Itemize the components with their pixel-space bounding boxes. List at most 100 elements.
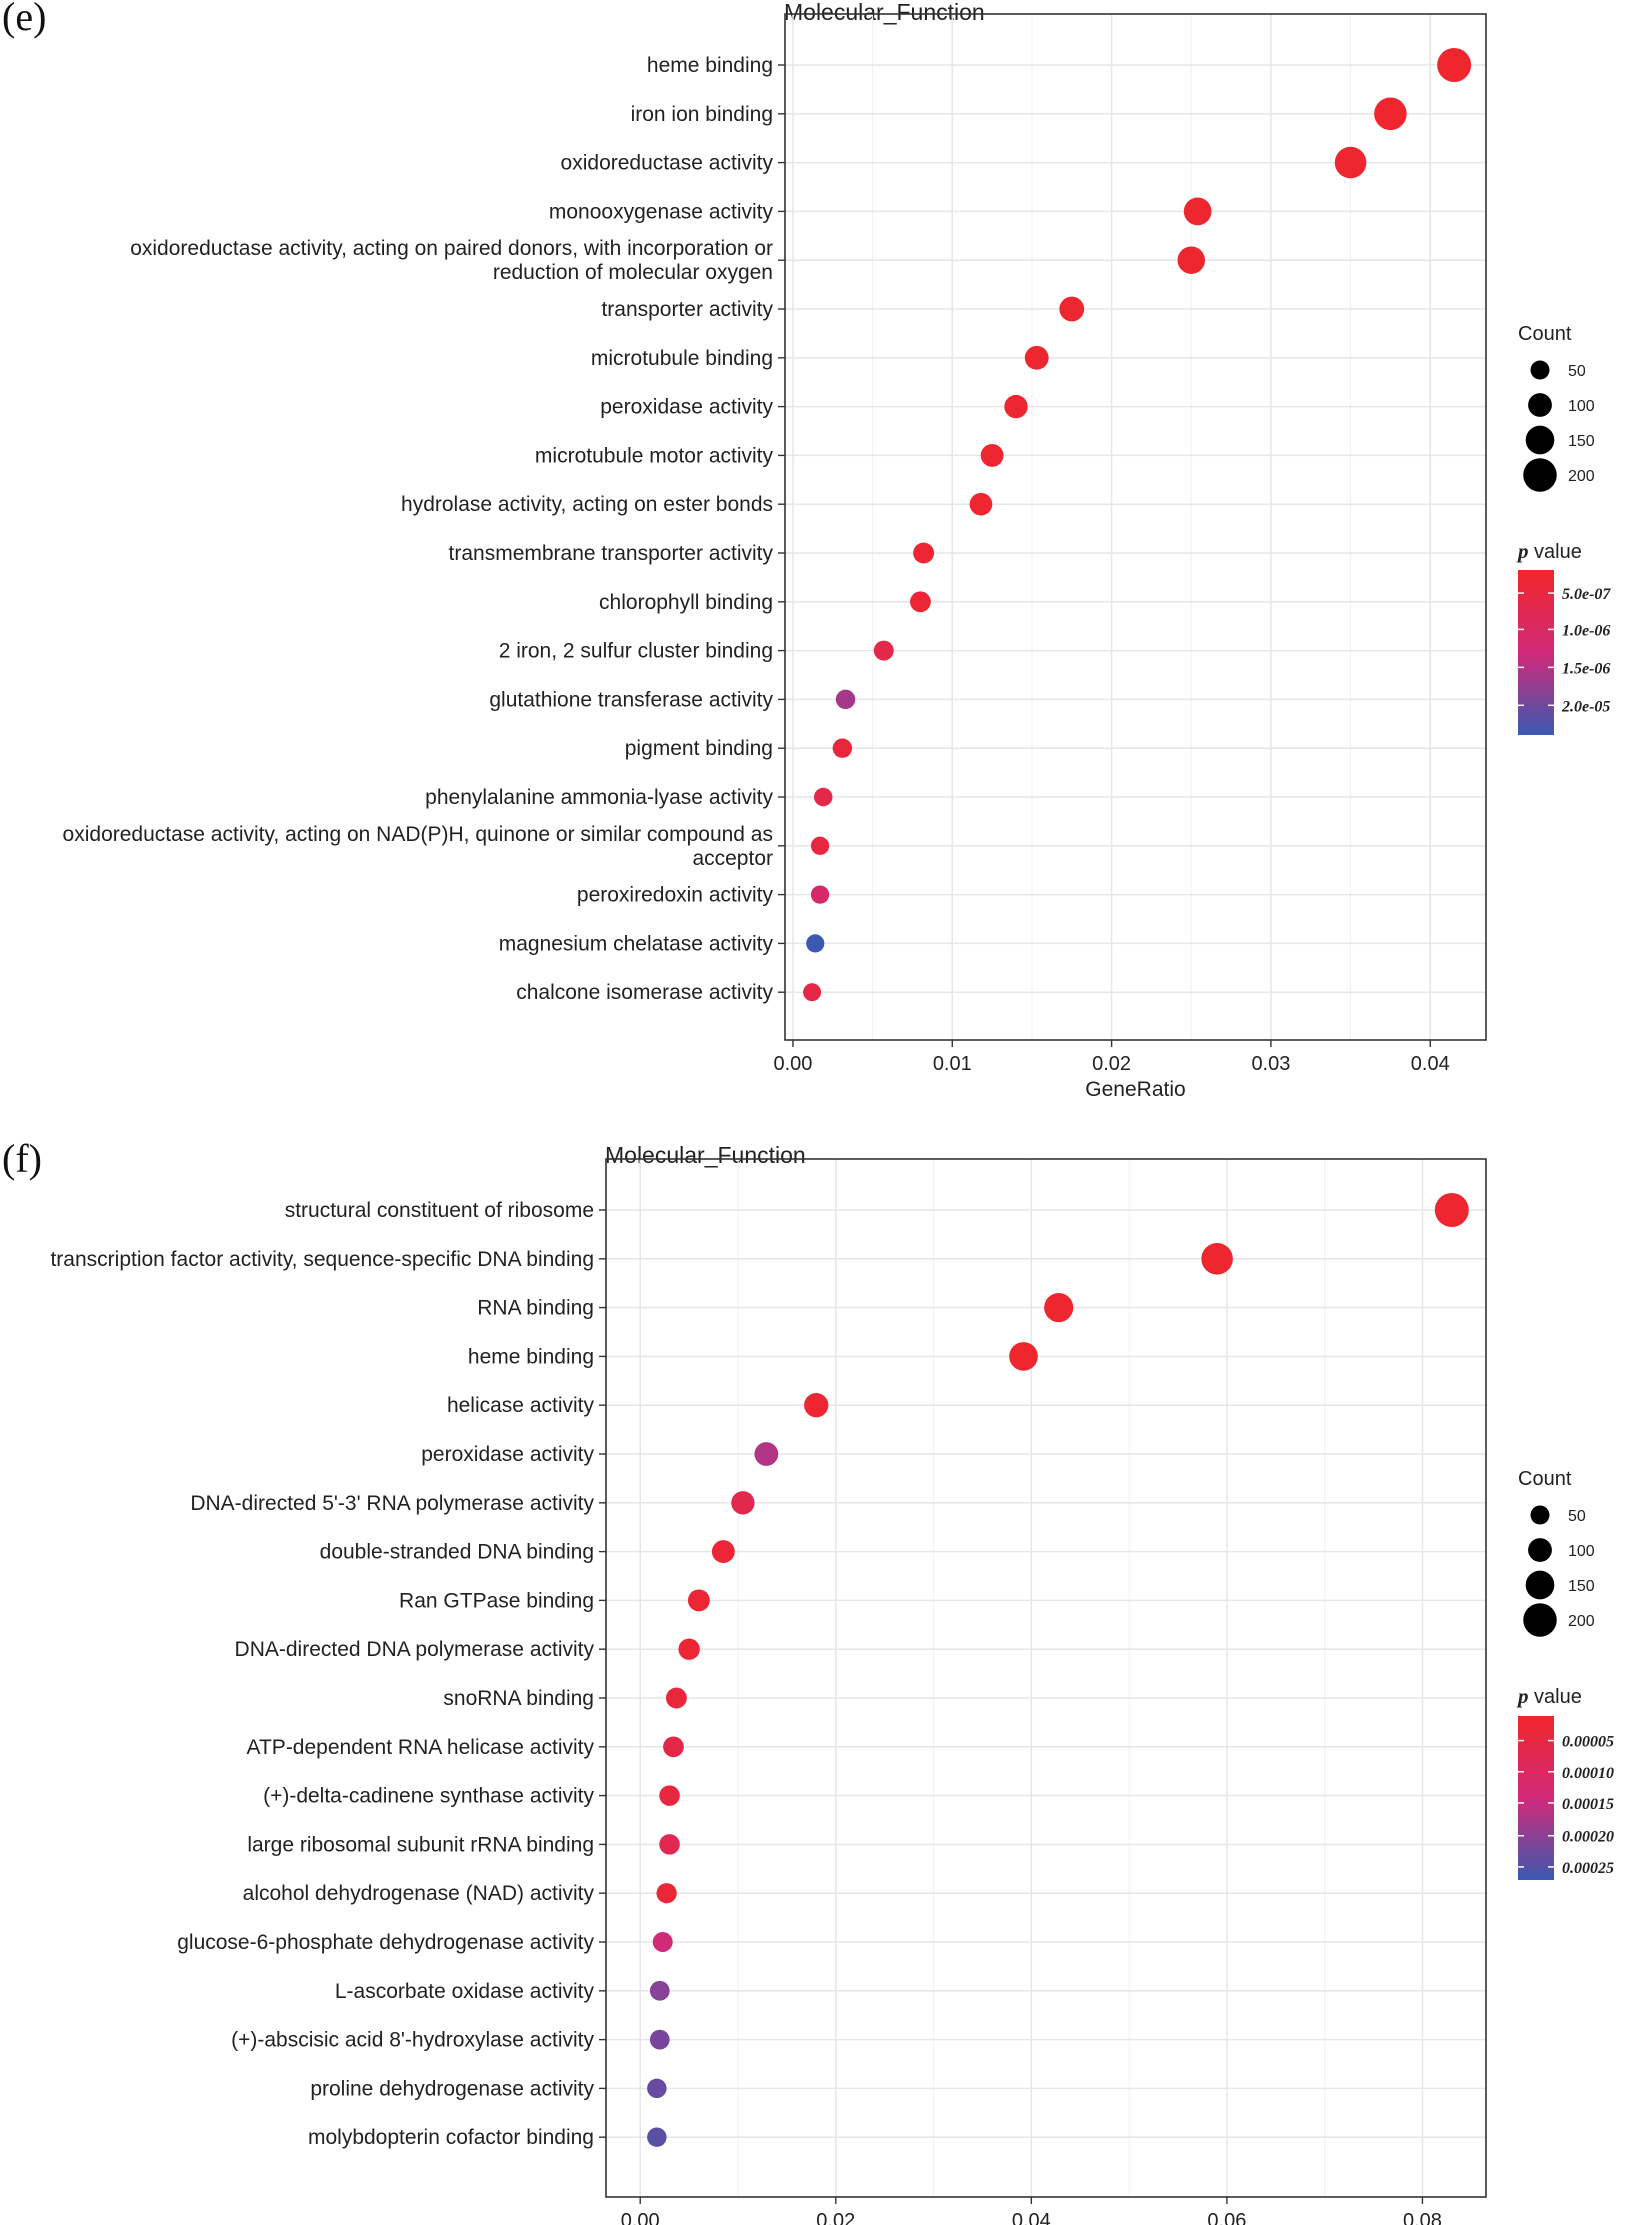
data-point	[835, 689, 856, 710]
data-point	[665, 1687, 687, 1709]
category-label: oxidoreductase activity, acting on NAD(P…	[63, 823, 773, 870]
data-point	[1437, 48, 1472, 82]
data-point	[1009, 1342, 1038, 1371]
data-point	[832, 738, 853, 758]
x-tick-label: 0.00	[773, 1053, 812, 1075]
count-legend-label: 150	[1568, 433, 1595, 450]
data-point	[803, 983, 822, 1002]
count-legend-dot	[1523, 458, 1557, 492]
plot-frame	[784, 13, 1487, 1041]
category-label: proline dehydrogenase activity	[310, 2077, 594, 2100]
data-point	[649, 2029, 670, 2050]
category-label: transcription factor activity, sequence-…	[50, 1248, 594, 1271]
x-axis-title: GeneRatio	[1085, 1078, 1185, 1101]
data-point	[1334, 146, 1367, 179]
category-label: Ran GTPase binding	[399, 1589, 594, 1612]
data-point	[652, 1932, 673, 1952]
pvalue-colorbar	[1518, 1716, 1554, 1880]
category-label: large ribosomal subunit rRNA binding	[247, 1833, 594, 1856]
colorbar-label: 1.5e-06	[1562, 660, 1610, 677]
data-point	[687, 1589, 710, 1612]
category-label: chlorophyll binding	[599, 591, 773, 614]
chart-title: Molecular_Function	[784, 0, 985, 25]
category-label: structural constituent of ribosome	[285, 1199, 594, 1222]
pvalue-legend-title: p value	[1516, 1684, 1582, 1708]
x-tick-label: 0.06	[1207, 2210, 1246, 2225]
count-legend-label: 50	[1568, 1508, 1586, 1525]
data-point	[1177, 246, 1206, 274]
data-point	[813, 787, 833, 807]
data-point	[1183, 197, 1212, 226]
colorbar-label: 0.00015	[1562, 1796, 1614, 1813]
data-point	[913, 542, 935, 564]
data-point	[678, 1638, 700, 1660]
colorbar-label: 0.00025	[1562, 1860, 1614, 1877]
data-point	[910, 591, 931, 613]
data-point	[1044, 1293, 1074, 1323]
category-label: oxidoreductase activity, acting on paire…	[130, 237, 773, 284]
category-label: DNA-directed 5'-3' RNA polymerase activi…	[190, 1492, 594, 1515]
data-point	[659, 1785, 680, 1806]
count-legend-label: 150	[1568, 1578, 1595, 1595]
x-tick-label: 0.08	[1403, 2210, 1442, 2225]
category-label: peroxidase activity	[600, 396, 773, 419]
category-label: oxidoreductase activity	[561, 152, 774, 175]
category-label: pigment binding	[625, 737, 773, 760]
chart-title: Molecular_Function	[605, 1142, 806, 1168]
plot-frame	[605, 1158, 1487, 2198]
pvalue-legend-title-rest: value	[1529, 1686, 1582, 1708]
category-label: hydrolase activity, acting on ester bond…	[401, 493, 773, 516]
data-point	[663, 1736, 684, 1758]
category-label-line: oxidoreductase activity, acting on NAD(P…	[63, 823, 773, 846]
colorbar-label: 0.00020	[1562, 1829, 1614, 1846]
count-legend-dot	[1523, 1603, 1557, 1637]
x-tick-label: 0.04	[1012, 2210, 1051, 2225]
category-label: monooxygenase activity	[549, 200, 774, 223]
chart-panel-f: (f) Molecular_Function structural constitu…	[2, 1136, 1614, 2225]
colorbar-label: 5.0e-07	[1562, 586, 1611, 603]
data-point	[873, 640, 894, 661]
data-point	[804, 1393, 829, 1418]
category-label: glucose-6-phosphate dehydrogenase activi…	[177, 1931, 594, 1954]
data-point	[647, 2127, 667, 2147]
data-point	[810, 836, 830, 855]
category-label: microtubule binding	[591, 347, 773, 370]
colorbar-label: 1.0e-06	[1562, 622, 1610, 639]
x-tick-label: 0.02	[1092, 1053, 1131, 1075]
category-label: L-ascorbate oxidase activity	[335, 1980, 595, 2003]
colorbar-label: 0.00010	[1562, 1765, 1614, 1782]
data-point	[1201, 1243, 1233, 1275]
data-point	[969, 492, 993, 516]
pvalue-legend-title-p: p	[1516, 539, 1529, 563]
data-point	[1434, 1193, 1469, 1227]
x-tick-label: 0.01	[933, 1053, 972, 1075]
pvalue-legend-title-rest: value	[1529, 541, 1582, 563]
pvalue-legend-title: p value	[1516, 539, 1582, 563]
data-point	[659, 1834, 680, 1855]
count-legend-label: 200	[1568, 1613, 1595, 1630]
panel-label: (f)	[2, 1136, 42, 1181]
data-point	[810, 885, 830, 904]
data-point	[731, 1491, 755, 1515]
count-legend-label: 100	[1568, 398, 1595, 415]
pvalue-colorbar	[1518, 570, 1554, 735]
x-tick-label: 0.03	[1251, 1053, 1290, 1075]
x-tick-label: 0.04	[1411, 1053, 1450, 1075]
panel-label: (e)	[2, 0, 46, 39]
category-label-line: reduction of molecular oxygen	[493, 261, 773, 284]
category-label: RNA binding	[477, 1297, 594, 1320]
category-label: magnesium chelatase activity	[499, 932, 774, 955]
data-point	[754, 1442, 779, 1466]
category-label: heme binding	[468, 1345, 594, 1368]
category-label: phenylalanine ammonia-lyase activity	[425, 786, 773, 809]
category-label: molybdopterin cofactor binding	[308, 2126, 594, 2149]
category-label: microtubule motor activity	[535, 444, 774, 467]
category-label: snoRNA binding	[443, 1687, 594, 1710]
count-legend-dot	[1528, 393, 1552, 417]
category-label: transporter activity	[601, 298, 773, 321]
count-legend-dot	[1528, 1538, 1552, 1562]
category-label-line: oxidoreductase activity, acting on paire…	[130, 237, 773, 260]
data-point	[806, 934, 825, 953]
